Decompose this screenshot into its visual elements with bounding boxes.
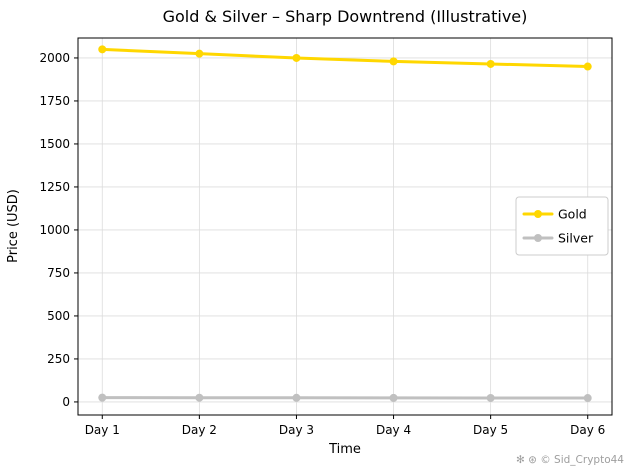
x-tick-label: Day 5 [473, 423, 508, 437]
y-tick-label: 1500 [39, 137, 70, 151]
series-marker-silver [583, 394, 592, 403]
y-tick-label: 250 [47, 352, 70, 366]
x-tick-label: Day 4 [376, 423, 411, 437]
x-tick-label: Day 6 [570, 423, 605, 437]
x-axis-label: Time [328, 442, 361, 457]
series-marker-silver [292, 393, 301, 402]
legend-marker-gold [534, 210, 542, 218]
y-tick-label: 2000 [39, 51, 70, 65]
series-marker-gold [389, 57, 398, 66]
series-marker-silver [98, 393, 107, 402]
x-tick-label: Day 1 [85, 423, 120, 437]
axes-spines [77, 37, 613, 416]
plot-area: 0 250 500 750 1000 1250 1500 1750 2000 Day 1 Day 2… [39, 37, 613, 437]
series-marker-silver [486, 393, 495, 402]
y-tick-label: 0 [62, 395, 70, 409]
y-tick-label: 500 [47, 309, 70, 323]
series-line-gold [100, 47, 590, 69]
watermark: ✻ ⊛ © Sid_Crypto44 [516, 454, 624, 466]
series-marker-gold [195, 49, 204, 58]
chart-title: Gold & Silver – Sharp Downtrend (Illustr… [163, 7, 528, 26]
y-tick-label: 1750 [39, 94, 70, 108]
y-axis-label: Price (USD) [6, 189, 21, 263]
series-marker-silver [389, 393, 398, 402]
y-tick-label: 1000 [39, 223, 70, 237]
x-tick-label: Day 2 [182, 423, 217, 437]
series-marker-gold [583, 62, 592, 71]
legend-label-silver: Silver [558, 231, 594, 246]
legend-marker-silver [534, 234, 542, 242]
series-marker-silver [195, 393, 204, 402]
legend-label-gold: Gold [558, 207, 587, 222]
series-marker-gold [98, 45, 107, 54]
series-marker-gold [292, 53, 301, 62]
y-tick-label: 750 [47, 266, 70, 280]
x-tick-label: Day 3 [279, 423, 314, 437]
y-tick-label: 1250 [39, 180, 70, 194]
series-marker-gold [486, 59, 495, 68]
